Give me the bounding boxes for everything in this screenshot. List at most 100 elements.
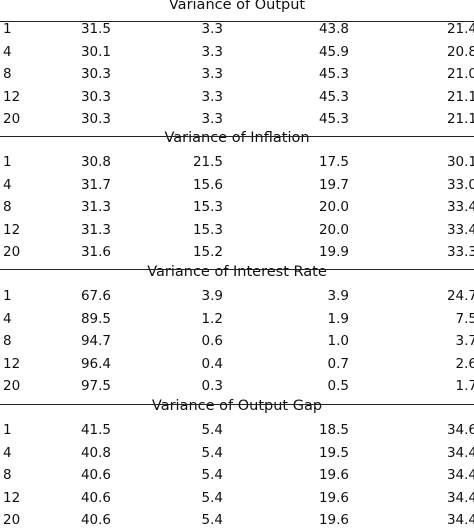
value-cell: 33.0 — [446, 176, 474, 193]
value-cell: 19.7 — [318, 176, 349, 193]
value-cell: 34.4 — [446, 489, 474, 506]
horizon-cell: 1 — [3, 288, 12, 304]
value-cell: 15.3 — [192, 221, 223, 238]
table-row: 8 40.6 5.4 19.6 34.4 — [0, 464, 474, 486]
value-cell: 33.4 — [446, 221, 474, 238]
value-cell: 34.4 — [446, 444, 474, 461]
value-cell: 33.4 — [446, 199, 474, 216]
value-cell: 40.6 — [80, 512, 111, 529]
value-cell: 40.8 — [80, 444, 111, 461]
horizon-cell: 20 — [3, 378, 21, 395]
value-cell: 41.5 — [80, 422, 111, 438]
value-cell: 33.3 — [446, 244, 474, 261]
value-cell: 5.4 — [201, 467, 223, 484]
value-cell: 30.8 — [80, 154, 111, 170]
value-cell: 21.0 — [446, 66, 474, 83]
value-cell: 34.6 — [446, 422, 474, 438]
value-cell: 5.4 — [201, 422, 223, 438]
value-cell: 3.3 — [201, 21, 223, 37]
section-rule — [0, 269, 474, 270]
value-cell: 5.4 — [201, 512, 223, 529]
value-cell: 24.7 — [446, 288, 474, 304]
value-cell: 3.7 — [455, 333, 474, 350]
value-cell: 1.9 — [327, 310, 349, 327]
table-row: 1 30.8 21.5 17.5 30.1 — [0, 151, 474, 173]
value-cell: 21.1 — [446, 88, 474, 105]
value-cell: 30.3 — [80, 88, 111, 105]
table-row: 8 31.3 15.3 20.0 33.4 — [0, 196, 474, 218]
value-cell: 20.8 — [446, 43, 474, 60]
value-cell: 45.9 — [318, 43, 349, 60]
value-cell: 5.4 — [201, 444, 223, 461]
table-row: 1 41.5 5.4 18.5 34.6 — [0, 419, 474, 441]
horizon-cell: 20 — [3, 244, 21, 261]
value-cell: 3.9 — [327, 288, 349, 304]
horizon-cell: 12 — [3, 88, 21, 105]
value-cell: 0.5 — [327, 378, 349, 395]
value-cell: 19.6 — [318, 489, 349, 506]
table-row: 4 30.1 3.3 45.9 20.8 — [0, 41, 474, 63]
value-cell: 67.6 — [80, 288, 111, 304]
table-row: 4 40.8 5.4 19.5 34.4 — [0, 442, 474, 464]
table-row: 20 30.3 3.3 45.3 21.1 — [0, 108, 474, 130]
value-cell: 94.7 — [80, 333, 111, 350]
value-cell: 40.6 — [80, 467, 111, 484]
value-cell: 96.4 — [80, 355, 111, 372]
horizon-cell: 1 — [3, 21, 12, 37]
horizon-cell: 12 — [3, 355, 21, 372]
value-cell: 0.6 — [201, 333, 223, 350]
value-cell: 19.6 — [318, 512, 349, 529]
table-row: 20 31.6 15.2 19.9 33.3 — [0, 241, 474, 263]
horizon-cell: 8 — [3, 199, 12, 216]
value-cell: 15.6 — [192, 176, 223, 193]
value-cell: 97.5 — [80, 378, 111, 395]
section-rule — [0, 21, 474, 22]
value-cell: 31.3 — [80, 199, 111, 216]
table-row: 12 31.3 15.3 20.0 33.4 — [0, 219, 474, 241]
table-row: 4 89.5 1.2 1.9 7.5 — [0, 308, 474, 330]
horizon-cell: 4 — [3, 43, 12, 60]
value-cell: 30.1 — [446, 154, 474, 170]
table-row: 4 31.7 15.6 19.7 33.0 — [0, 174, 474, 196]
section-title: Variance of Inflation — [164, 130, 310, 146]
value-cell: 2.6 — [455, 355, 474, 372]
value-cell: 20.0 — [318, 199, 349, 216]
value-cell: 3.9 — [201, 288, 223, 304]
value-cell: 20.0 — [318, 221, 349, 238]
table-row: 12 96.4 0.4 0.7 2.6 — [0, 353, 474, 375]
value-cell: 19.9 — [318, 244, 349, 261]
section-title: Variance of Output Gap — [151, 398, 323, 414]
section-rule — [0, 404, 474, 405]
value-cell: 0.4 — [201, 355, 223, 372]
table-row: 8 30.3 3.3 45.3 21.0 — [0, 63, 474, 85]
table-row: 1 67.6 3.9 3.9 24.7 — [0, 285, 474, 307]
value-cell: 21.1 — [446, 111, 474, 128]
value-cell: 7.5 — [455, 310, 474, 327]
value-cell: 30.3 — [80, 111, 111, 128]
value-cell: 15.3 — [192, 199, 223, 216]
value-cell: 18.5 — [318, 422, 349, 438]
value-cell: 45.3 — [318, 66, 349, 83]
value-cell: 31.3 — [80, 221, 111, 238]
value-cell: 31.7 — [80, 176, 111, 193]
value-cell: 1.0 — [327, 333, 349, 350]
value-cell: 3.3 — [201, 66, 223, 83]
value-cell: 0.7 — [327, 355, 349, 372]
value-cell: 17.5 — [318, 154, 349, 170]
value-cell: 40.6 — [80, 489, 111, 506]
value-cell: 5.4 — [201, 489, 223, 506]
horizon-cell: 20 — [3, 111, 21, 128]
horizon-cell: 8 — [3, 467, 12, 484]
horizon-cell: 8 — [3, 333, 12, 350]
value-cell: 15.2 — [192, 244, 223, 261]
horizon-cell: 12 — [3, 489, 21, 506]
table-row: 8 94.7 0.6 1.0 3.7 — [0, 330, 474, 352]
value-cell: 21.5 — [192, 154, 223, 170]
horizon-cell: 4 — [3, 176, 12, 193]
table-row: 20 97.5 0.3 0.5 1.7 — [0, 375, 474, 397]
table-row: 1 31.5 3.3 43.8 21.4 — [0, 18, 474, 40]
value-cell: 21.4 — [446, 21, 474, 37]
value-cell: 30.1 — [80, 43, 111, 60]
section-rule — [0, 136, 474, 137]
